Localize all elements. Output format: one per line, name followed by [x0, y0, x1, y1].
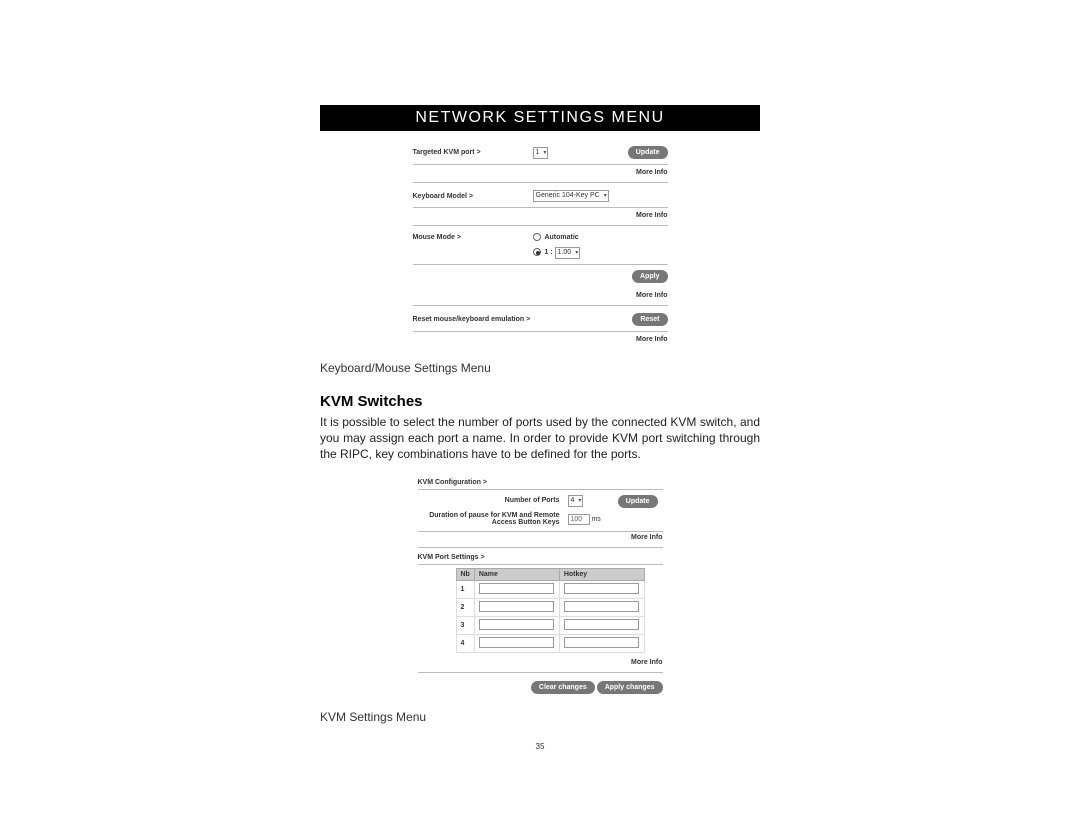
table-col-hotkey: Hotkey — [559, 568, 644, 580]
port-hotkey-input[interactable] — [564, 637, 639, 648]
table-cell-nb: 3 — [456, 616, 474, 634]
kvm-switches-heading: KVM Switches — [320, 393, 760, 410]
more-info-link[interactable]: More Info — [413, 290, 668, 306]
mouse-mode-fixed-radio[interactable] — [533, 248, 541, 256]
targeted-port-update-button[interactable]: Update — [628, 146, 668, 159]
more-info-link[interactable]: More Info — [418, 657, 663, 673]
screenshot1-caption: Keyboard/Mouse Settings Menu — [320, 361, 760, 375]
keyboard-model-label: Keyboard Model > — [413, 193, 533, 200]
mouse-mode-auto-label: Automatic — [544, 234, 578, 241]
table-cell-nb: 4 — [456, 634, 474, 652]
table-row: 1 — [456, 580, 644, 598]
table-col-nb: Nb — [456, 568, 474, 580]
mouse-mode-fixed-prefix: 1 : — [544, 249, 552, 256]
port-hotkey-input[interactable] — [564, 619, 639, 630]
kvm-port-settings-header: KVM Port Settings > — [418, 552, 663, 565]
kvm-port-table: Nb Name Hotkey 1 2 3 4 — [456, 568, 645, 653]
more-info-link[interactable]: More Info — [418, 532, 663, 548]
more-info-link[interactable]: More Info — [413, 334, 668, 349]
table-row: 2 — [456, 598, 644, 616]
table-cell-nb: 1 — [456, 580, 474, 598]
targeted-port-select[interactable]: 1 — [533, 147, 549, 159]
reset-button[interactable]: Reset — [632, 313, 667, 326]
title-bar: NETWORK SETTINGS MENU — [320, 105, 760, 131]
keyboard-mouse-screenshot: Targeted KVM port > 1 Update More Info K… — [413, 143, 668, 349]
targeted-port-label: Targeted KVM port > — [413, 149, 533, 156]
apply-changes-button[interactable]: Apply changes — [597, 681, 663, 694]
port-hotkey-input[interactable] — [564, 601, 639, 612]
screenshot2-caption: KVM Settings Menu — [320, 710, 760, 724]
num-ports-label: Number of Ports — [418, 497, 568, 505]
page-number: 35 — [320, 742, 760, 751]
reset-emulation-label: Reset mouse/keyboard emulation > — [413, 316, 573, 323]
duration-input[interactable]: 100 — [568, 514, 590, 525]
clear-changes-button[interactable]: Clear changes — [531, 681, 595, 694]
port-hotkey-input[interactable] — [564, 583, 639, 594]
port-name-input[interactable] — [479, 583, 554, 594]
table-row: 3 — [456, 616, 644, 634]
duration-label: Duration of pause for KVM and Remote Acc… — [418, 512, 568, 527]
num-ports-select[interactable]: 4 — [568, 495, 584, 507]
port-name-input[interactable] — [479, 637, 554, 648]
kvm-config-header: KVM Configuration > — [418, 477, 663, 490]
mouse-mode-fixed-select[interactable]: 1.00 — [555, 247, 581, 259]
keyboard-model-select[interactable]: Generic 104-Key PC — [533, 190, 609, 202]
table-cell-nb: 2 — [456, 598, 474, 616]
mouse-mode-auto-radio[interactable] — [533, 233, 541, 241]
mouse-mode-apply-button[interactable]: Apply — [632, 270, 667, 283]
kvm-switches-body: It is possible to select the number of p… — [320, 414, 760, 463]
duration-unit: ms — [591, 516, 600, 523]
port-name-input[interactable] — [479, 601, 554, 612]
more-info-link[interactable]: More Info — [413, 210, 668, 226]
table-row: 4 — [456, 634, 644, 652]
num-ports-update-button[interactable]: Update — [618, 495, 658, 508]
more-info-link[interactable]: More Info — [413, 167, 668, 183]
table-col-name: Name — [474, 568, 559, 580]
port-name-input[interactable] — [479, 619, 554, 630]
kvm-settings-screenshot: KVM Configuration > Number of Ports 4 Up… — [418, 477, 663, 698]
mouse-mode-label: Mouse Mode > — [413, 234, 533, 241]
